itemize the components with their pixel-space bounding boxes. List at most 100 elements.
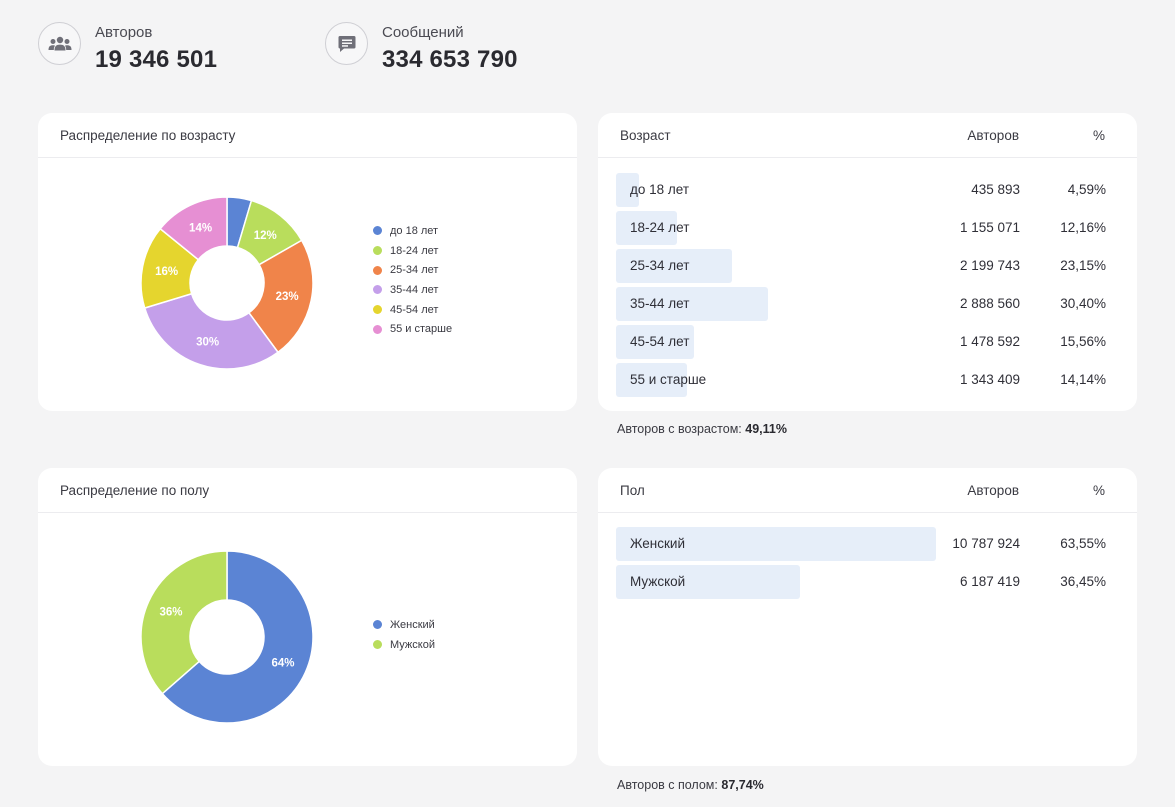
legend-item: Женский [373,615,435,635]
gender-authors-col-header: Авторов [967,483,1019,498]
legend-item: 55 и старше [373,319,452,339]
authors-label: Авторов [95,24,153,41]
legend-swatch [373,265,382,275]
age-legend: до 18 лет 18-24 лет 25-34 лет 35-44 лет 45-5… [373,221,452,339]
legend-swatch [373,640,382,650]
authors-stat: Авторов 19 346 501 [38,22,217,74]
row-authors: 1 478 592 [959,334,1020,349]
donut-slice [247,239,314,354]
row-name: 25-34 лет [630,258,690,273]
row-authors: 1 343 409 [959,372,1020,387]
messages-value: 334 653 790 [382,46,518,73]
gender-legend: Женский Мужской [373,615,435,654]
age-col-header: Возраст [620,128,671,143]
gender-chart-card: Распределение по полу 64% 36% Женский Мужс… [38,468,577,766]
authors-value: 19 346 501 [95,46,218,73]
legend-item: 45-54 лет [373,300,452,320]
slice-label: 23% [276,291,299,303]
legend-label: 55 и старше [390,323,453,336]
table-row: до 18 лет 435 893 4,59% [616,173,1107,207]
row-percent: 12,16% [1060,220,1106,235]
gender-percent-col-header: % [1092,483,1105,498]
share-bar [616,249,732,283]
row-authors: 2 888 560 [959,296,1020,311]
legend-label: 25-34 лет [390,264,439,277]
legend-label: до 18 лет [390,224,439,237]
legend-item: Мужской [373,635,435,655]
age-table-header: Возраст Авторов % [598,113,1137,158]
legend-item: 25-34 лет [373,260,452,280]
age-footnote-label: Авторов с возрастом: [617,422,742,436]
messages-stat: Сообщений 334 653 790 [325,22,518,74]
table-row: 35-44 лет 2 888 560 30,40% [616,287,1107,321]
legend-label: 18-24 лет [390,244,439,257]
table-row: 55 и старше 1 343 409 14,14% [616,363,1107,397]
row-percent: 36,45% [1060,574,1106,589]
row-percent: 14,14% [1060,372,1106,387]
legend-label: 35-44 лет [390,283,439,296]
row-name: 45-54 лет [630,334,690,349]
age-donut-chart: 12% 23% 30% 16% 14% [140,196,314,370]
slice-label: 14% [189,222,212,234]
slice-label: 30% [196,336,219,348]
share-bar [616,211,677,245]
table-row: 45-54 лет 1 478 592 15,56% [616,325,1107,359]
table-row: Женский 10 787 924 63,55% [616,527,1107,561]
row-percent: 4,59% [1067,182,1106,197]
users-icon [38,22,81,65]
age-footnote-value: 49,11% [745,422,787,436]
gender-chart-title: Распределение по полу [38,468,577,513]
gender-footnote: Авторов с полом: 87,74% [617,778,764,792]
message-icon [325,22,368,65]
legend-item: до 18 лет [373,221,452,241]
age-chart-title: Распределение по возрасту [38,113,577,158]
donut-slice [161,550,314,724]
age-chart-card: Распределение по возрасту 12% 23% 30% 16% 14… [38,113,577,411]
legend-swatch [373,324,382,334]
row-name: 55 и старше [630,372,707,387]
slice-label: 36% [159,607,182,619]
share-bar [616,527,936,561]
donut-slice [143,292,280,370]
messages-label: Сообщений [382,24,464,41]
donut-slice [140,550,228,695]
slice-label: 64% [271,657,294,669]
age-footnote: Авторов с возрастом: 49,11% [617,422,787,436]
legend-swatch [373,246,382,256]
row-name: до 18 лет [630,182,690,197]
legend-item: 18-24 лет [373,241,452,261]
row-name: 18-24 лет [630,220,690,235]
row-name: Мужской [630,574,686,589]
row-name: 35-44 лет [630,296,690,311]
legend-swatch [373,285,382,295]
legend-swatch [373,226,382,236]
share-bar [616,325,694,359]
row-authors: 435 893 [971,182,1020,197]
gender-footnote-value: 87,74% [721,778,764,792]
legend-label: 45-54 лет [390,303,439,316]
table-row: 25-34 лет 2 199 743 23,15% [616,249,1107,283]
slice-label: 16% [155,266,178,278]
gender-table-header: Пол Авторов % [598,468,1137,513]
row-name: Женский [630,536,686,551]
row-authors: 10 787 924 [952,536,1020,551]
share-bar [616,287,768,321]
row-percent: 63,55% [1060,536,1106,551]
slice-label: 12% [254,230,277,242]
gender-donut-chart: 64% 36% [140,550,314,724]
gender-table-card: Пол Авторов % Женский 10 787 924 63,55% Муж… [598,468,1137,766]
row-percent: 15,56% [1060,334,1106,349]
gender-col-header: Пол [620,483,645,498]
legend-label: Мужской [390,638,435,651]
row-authors: 6 187 419 [959,574,1020,589]
row-percent: 23,15% [1060,258,1106,273]
share-bar [616,565,800,599]
legend-item: 35-44 лет [373,280,452,300]
legend-label: Женский [390,618,435,631]
legend-swatch [373,620,382,630]
age-percent-col-header: % [1092,128,1105,143]
gender-footnote-label: Авторов с полом: [617,778,718,792]
age-table-card: Возраст Авторов % до 18 лет 435 893 4,59% 1… [598,113,1137,411]
share-bar [616,173,639,207]
table-row: Мужской 6 187 419 36,45% [616,565,1107,599]
